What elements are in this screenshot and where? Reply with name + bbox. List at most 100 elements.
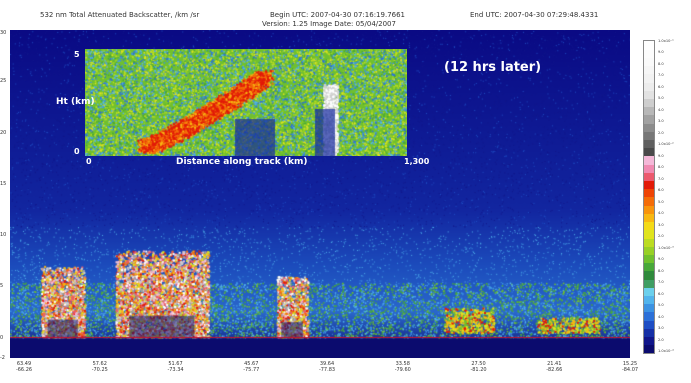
colorbar	[643, 40, 655, 354]
colorbar-label: 3.0	[658, 326, 664, 331]
colorbar-swatch	[644, 180, 654, 190]
colorbar-label: 7.0	[658, 176, 664, 181]
x-tick-latitude: 33.58	[395, 361, 410, 367]
inset-x-tick-start: 0	[86, 157, 92, 166]
colorbar-swatch	[644, 246, 654, 255]
colorbar-swatch	[644, 295, 654, 305]
colorbar-swatch	[644, 41, 654, 50]
colorbar-swatch	[644, 139, 654, 149]
colorbar-label: 7.0	[658, 73, 664, 78]
x-tick-longitude: -75.77	[243, 367, 260, 373]
colorbar-label: 6.0	[658, 188, 664, 193]
x-tick-label: 45.67 -75.77	[234, 361, 268, 373]
y-tick-label: 15	[0, 180, 7, 187]
y-tick-label: -2	[0, 355, 5, 361]
colorbar-swatch	[644, 270, 654, 280]
colorbar-swatch	[644, 155, 654, 165]
colorbar-label: 9.0	[658, 50, 664, 55]
colorbar-label: 9.0	[658, 153, 664, 158]
colorbar-label: 6.0	[658, 291, 664, 296]
colorbar-swatch	[644, 90, 654, 99]
x-tick-latitude: 15.25	[622, 361, 638, 367]
colorbar-swatch	[644, 213, 654, 223]
colorbar-swatch	[644, 205, 654, 214]
colorbar-swatch	[644, 303, 654, 313]
colorbar-swatch	[644, 65, 654, 75]
colorbar-swatch	[644, 123, 654, 132]
colorbar-swatch	[644, 147, 654, 157]
inset-x-axis-label: Distance along track (km)	[176, 157, 308, 167]
colorbar-label: 2.0	[658, 337, 664, 342]
x-tick-label: 51.67 -73.34	[159, 361, 193, 373]
colorbar-swatch	[644, 98, 654, 108]
inset-x-tick-end: 1,300	[404, 157, 430, 166]
colorbar-label: 8.0	[658, 165, 664, 170]
colorbar-label: 8.0	[658, 268, 664, 273]
x-tick-longitude: -79.60	[394, 367, 411, 373]
colorbar-label: 2.0	[658, 130, 664, 135]
x-tick-latitude: 51.67	[168, 361, 183, 367]
x-tick-longitude: -70.25	[91, 367, 108, 373]
colorbar-swatch	[644, 328, 654, 338]
chart-header-line2: Version: 1.25 Image Date: 05/04/2007	[0, 19, 691, 29]
x-tick-longitude: -82.66	[546, 367, 563, 373]
colorbar-swatch	[644, 114, 654, 124]
colorbar-label: 2.0	[658, 234, 664, 239]
version-info: Version: 1.25 Image Date: 05/04/2007	[262, 20, 396, 28]
colorbar-swatch	[644, 287, 654, 297]
colorbar-label: 8.0	[658, 61, 664, 66]
annotation-12-hrs-later: (12 hrs later)	[444, 60, 542, 75]
y-tick-label: 30	[0, 30, 7, 36]
x-tick-longitude: -66.26	[15, 367, 33, 373]
colorbar-label: 5.0	[658, 303, 664, 308]
colorbar-swatch	[644, 221, 654, 231]
inset-y-tick-bottom: 0	[74, 147, 80, 156]
inset-heatmap	[85, 49, 407, 156]
colorbar-swatch	[644, 82, 654, 91]
colorbar-label: 1.0x10⁻⁴	[658, 349, 674, 353]
colorbar-swatch	[644, 311, 654, 321]
x-tick-label: 15.25 -84.07	[613, 361, 647, 373]
x-tick-latitude: 21.41	[547, 361, 562, 367]
inset-panel	[85, 49, 407, 156]
colorbar-swatch	[644, 336, 654, 346]
x-tick-longitude: -77.83	[318, 367, 336, 373]
y-tick-label: 10	[0, 232, 7, 238]
colorbar-swatch	[644, 164, 654, 173]
x-tick-label: 21.41 -82.66	[537, 361, 571, 373]
x-tick-latitude: 57.62	[92, 361, 107, 367]
x-tick-latitude: 45.67	[244, 361, 259, 367]
x-tick-latitude: 39.64	[319, 361, 335, 367]
colorbar-swatch	[644, 197, 654, 206]
colorbar-label: 4.0	[658, 211, 664, 216]
colorbar-label: 4.0	[658, 107, 664, 112]
colorbar-label: 1.0x10⁻¹	[658, 39, 674, 43]
colorbar-swatch	[644, 344, 654, 354]
x-tick-longitude: -81.20	[470, 367, 487, 373]
colorbar-swatch	[644, 262, 654, 272]
x-tick-longitude: -73.34	[167, 367, 184, 373]
colorbar-swatch	[644, 279, 654, 288]
x-tick-longitude: -84.07	[621, 367, 639, 373]
colorbar-label: 3.0	[658, 222, 664, 227]
colorbar-swatch	[644, 238, 654, 247]
colorbar-label: 5.0	[658, 199, 664, 204]
y-tick-label: 20	[0, 129, 7, 136]
x-tick-label: 63.49 -66.26	[7, 361, 41, 373]
chart-header-line1: 532 nm Total Attenuated Backscatter, /km…	[0, 10, 691, 20]
y-tick-label: 25	[0, 78, 7, 85]
colorbar-label: 9.0	[658, 257, 664, 262]
begin-utc: Begin UTC: 2007-04-30 07:16:19.7661	[270, 11, 406, 19]
inset-y-tick-top: 5	[74, 50, 80, 59]
colorbar-label: 6.0	[658, 84, 664, 89]
colorbar-swatch	[644, 254, 654, 264]
colorbar-label: 7.0	[658, 280, 664, 285]
colorbar-swatch	[644, 172, 654, 182]
colorbar-swatch	[644, 131, 654, 141]
end-utc: End UTC: 2007-04-30 07:29:48.4331	[470, 11, 599, 19]
inset-y-axis-label: Ht (km)	[56, 97, 95, 107]
y-tick-label: 5	[0, 283, 4, 290]
colorbar-swatch	[644, 229, 654, 239]
x-tick-latitude: 63.49	[16, 361, 32, 367]
chart-title: 532 nm Total Attenuated Backscatter, /km…	[40, 11, 200, 19]
